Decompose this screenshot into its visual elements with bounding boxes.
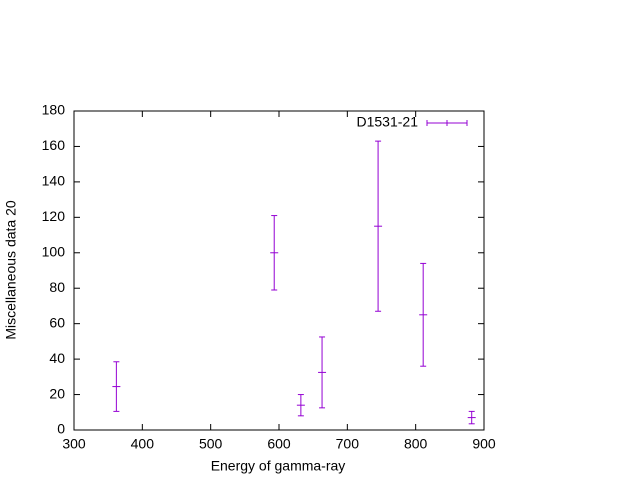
- error-bar: [296, 394, 305, 417]
- x-tick-label: 600: [267, 436, 291, 452]
- error-bar: [318, 336, 327, 409]
- x-tick-label: 800: [404, 436, 428, 452]
- y-tick-label: 160: [42, 137, 66, 153]
- y-axis-label: Miscellaneous data 20: [3, 200, 19, 340]
- legend-swatch: [426, 120, 468, 126]
- x-tick-label: 900: [472, 436, 496, 452]
- error-bar: [374, 140, 383, 312]
- error-bar: [270, 215, 279, 291]
- error-bar: [419, 262, 428, 367]
- y-tick-label: 0: [57, 421, 65, 437]
- y-tick-label: 40: [49, 350, 65, 366]
- error-bar: [112, 361, 121, 412]
- error-bar: [467, 410, 476, 425]
- y-tick-label: 100: [42, 243, 66, 259]
- y-tick-label: 120: [42, 208, 66, 224]
- legend-label: D1531-21: [357, 114, 419, 130]
- x-axis-label: Energy of gamma-ray: [211, 458, 346, 474]
- y-tick-label: 180: [42, 102, 66, 118]
- y-tick-label: 80: [49, 279, 65, 295]
- y-tick-label: 20: [49, 385, 65, 401]
- x-tick-label: 300: [62, 436, 86, 452]
- x-tick-label: 700: [336, 436, 360, 452]
- x-tick-label: 400: [131, 436, 155, 452]
- y-tick-label: 60: [49, 314, 65, 330]
- y-tick-label: 140: [42, 173, 66, 189]
- x-tick-label: 500: [199, 436, 223, 452]
